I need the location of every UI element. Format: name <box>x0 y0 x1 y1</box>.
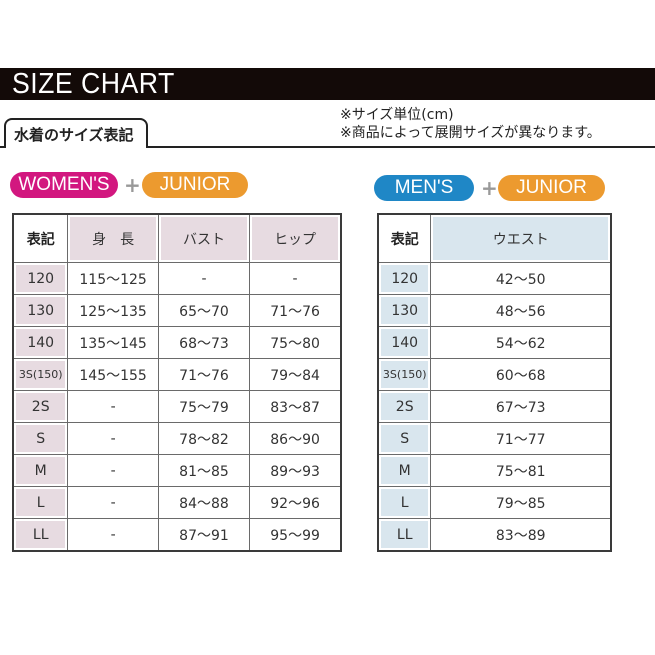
size-value: 86～90 <box>249 422 342 455</box>
column-header: ヒップ <box>249 213 342 263</box>
table-row: S -78～82 86～90 <box>12 422 342 455</box>
size-value: 89～93 <box>249 454 342 487</box>
section-tab: 水着のサイズ表記 <box>4 118 148 148</box>
table-row: 2S -75～79 83～87 <box>12 390 342 423</box>
size-value: 78～82 <box>157 422 251 455</box>
size-value: 48～56 <box>430 294 612 327</box>
table-row: 120 42～50 <box>377 262 612 295</box>
size-label: M <box>12 454 69 487</box>
size-value: 71～76 <box>249 294 342 327</box>
size-label: 3S(150) <box>377 358 432 391</box>
size-value: - <box>249 262 342 295</box>
table-row: S 71～77 <box>377 422 612 455</box>
size-value: 125～135 <box>67 294 159 327</box>
size-label: S <box>12 422 69 455</box>
size-label: L <box>12 486 69 519</box>
size-label: S <box>377 422 432 455</box>
size-label: 2S <box>377 390 432 423</box>
size-value: - <box>67 454 159 487</box>
size-value: 42～50 <box>430 262 612 295</box>
plus-icon: + <box>124 173 141 197</box>
column-header: バスト <box>157 213 251 263</box>
table-row: M -81～85 89～93 <box>12 454 342 487</box>
size-value: 71～76 <box>157 358 251 391</box>
women-size-table: 表記身 長バスト ヒップ 120 115～125- -130 125～135 65～70 7… <box>12 213 342 552</box>
size-value: 115～125 <box>67 262 159 295</box>
size-value: - <box>157 262 251 295</box>
size-value: 54～62 <box>430 326 612 359</box>
size-value: 75～81 <box>430 454 612 487</box>
size-label: 140 <box>377 326 432 359</box>
size-value: - <box>67 518 159 552</box>
table-row: L -84～88 92～96 <box>12 486 342 519</box>
size-value: 67～73 <box>430 390 612 423</box>
size-value: 60～68 <box>430 358 612 391</box>
title-bar: SIZE CHART <box>0 68 655 100</box>
size-label: 130 <box>12 294 69 327</box>
junior-badge: JUNIOR <box>142 172 248 198</box>
size-value: - <box>67 390 159 423</box>
size-value: - <box>67 422 159 455</box>
size-value: 83～87 <box>249 390 342 423</box>
size-label: 140 <box>12 326 69 359</box>
table-row: 140 135～145 68～73 75～80 <box>12 326 342 359</box>
table-row: 130 48～56 <box>377 294 612 327</box>
table-row: LL 83～89 <box>377 518 612 552</box>
column-header: 身 長 <box>67 213 159 263</box>
size-value: 95～99 <box>249 518 342 552</box>
men-badge: MEN'S <box>374 175 474 201</box>
note-availability: ※商品によって展開サイズが異なります。 <box>340 125 601 141</box>
table-row: 2S 67～73 <box>377 390 612 423</box>
size-label: 2S <box>12 390 69 423</box>
table-row: 130 125～135 65～70 71～76 <box>12 294 342 327</box>
size-label: L <box>377 486 432 519</box>
size-value: - <box>67 486 159 519</box>
size-value: 79～84 <box>249 358 342 391</box>
junior-badge: JUNIOR <box>498 175 605 201</box>
size-label: 3S(150) <box>12 358 69 391</box>
size-label: M <box>377 454 432 487</box>
table-row: 3S(150) 145～155 71～76 79～84 <box>12 358 342 391</box>
women-badge: WOMEN'S <box>10 172 118 198</box>
table-row: L 79～85 <box>377 486 612 519</box>
size-value: 71～77 <box>430 422 612 455</box>
table-row: M 75～81 <box>377 454 612 487</box>
size-value: 87～91 <box>157 518 251 552</box>
size-value: 145～155 <box>67 358 159 391</box>
size-value: 75～80 <box>249 326 342 359</box>
men-size-table: 表記 ウエスト 120 42～50 130 48～56 140 54～62 3S(150) 60… <box>377 213 612 552</box>
size-value: 83～89 <box>430 518 612 552</box>
size-label: 120 <box>377 262 432 295</box>
size-value: 68～73 <box>157 326 251 359</box>
notes: ※サイズ単位(cm) ※商品によって展開サイズが異なります。 <box>340 106 601 142</box>
column-header: 表記 <box>12 213 69 263</box>
size-label: LL <box>12 518 69 552</box>
size-label: 120 <box>12 262 69 295</box>
size-value: 79～85 <box>430 486 612 519</box>
table-row: 140 54～62 <box>377 326 612 359</box>
size-value: 135～145 <box>67 326 159 359</box>
divider <box>0 146 655 148</box>
size-label: LL <box>377 518 432 552</box>
size-label: 130 <box>377 294 432 327</box>
table-row: 3S(150) 60～68 <box>377 358 612 391</box>
table-row: 120 115～125- - <box>12 262 342 295</box>
table-row: LL -87～91 95～99 <box>12 518 342 552</box>
page-title: SIZE CHART <box>12 68 175 100</box>
column-header: 表記 <box>377 213 432 263</box>
size-value: 84～88 <box>157 486 251 519</box>
size-value: 81～85 <box>157 454 251 487</box>
size-value: 75～79 <box>157 390 251 423</box>
plus-icon: + <box>481 176 498 200</box>
column-header: ウエスト <box>430 213 612 263</box>
size-value: 65～70 <box>157 294 251 327</box>
size-value: 92～96 <box>249 486 342 519</box>
note-unit: ※サイズ単位(cm) <box>340 107 454 123</box>
